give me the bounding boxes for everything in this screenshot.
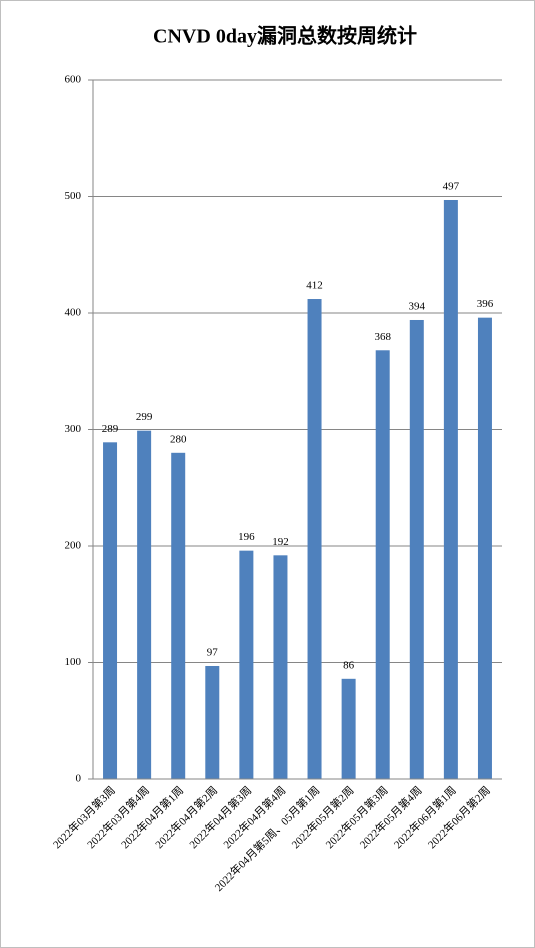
bar	[103, 442, 118, 779]
y-tick-label: 600	[65, 74, 82, 86]
bar	[477, 317, 492, 779]
bar	[205, 665, 220, 779]
y-tick-label: 400	[65, 307, 82, 319]
y-tick-label: 100	[65, 656, 82, 668]
data-label: 280	[170, 433, 187, 445]
bar	[341, 678, 356, 779]
data-label: 97	[207, 647, 219, 659]
y-tick-label: 500	[65, 190, 82, 202]
data-label: 368	[374, 331, 391, 343]
bar	[273, 555, 288, 779]
data-label: 396	[477, 298, 494, 310]
data-label: 86	[343, 659, 355, 671]
data-label: 497	[443, 181, 460, 193]
bar	[137, 430, 152, 779]
data-label: 196	[238, 531, 255, 543]
data-label: 192	[272, 536, 289, 548]
bar	[307, 299, 322, 779]
y-tick-label: 0	[76, 773, 82, 785]
data-label: 289	[102, 423, 119, 435]
bar	[443, 199, 458, 779]
chart-title: CNVD 0day漏洞总数按周统计	[153, 24, 417, 48]
data-label: 394	[409, 301, 426, 313]
bar	[171, 452, 186, 779]
bar	[409, 319, 424, 779]
y-tick-label: 300	[65, 423, 82, 435]
data-label: 299	[136, 411, 153, 423]
bar	[375, 350, 390, 779]
bar	[239, 550, 254, 779]
data-label: 412	[306, 280, 323, 292]
y-tick-label: 200	[65, 540, 82, 552]
